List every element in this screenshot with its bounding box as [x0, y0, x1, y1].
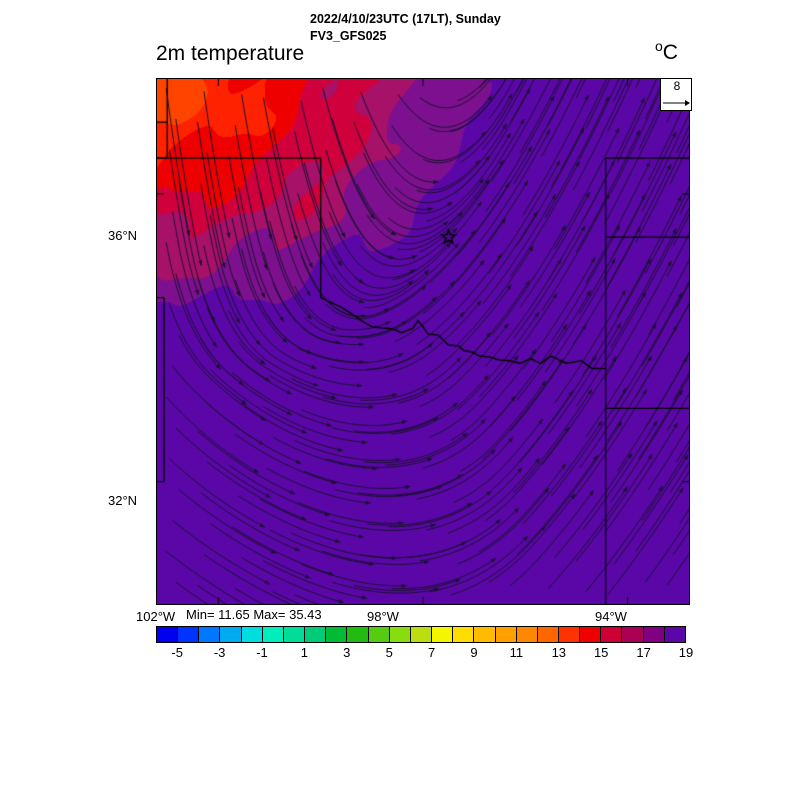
reference-vector-value: 8: [673, 79, 681, 93]
y-axis-tick-label-36n: 36°N: [108, 228, 138, 243]
colorbar-tick-label: 11: [509, 645, 524, 660]
colorbar-segment: [432, 627, 454, 642]
colorbar-tick-label: 5: [385, 645, 393, 660]
colorbar-tick-label: 1: [300, 645, 309, 660]
colorbar-segment: [664, 627, 685, 642]
colorbar-segment: [516, 627, 538, 642]
reference-vector-legend: 8: [660, 78, 692, 111]
colorbar-segment: [368, 627, 390, 642]
colorbar-segment: [347, 627, 369, 642]
colorbar-tick-label: 13: [551, 645, 567, 660]
colorbar-segment: [262, 627, 284, 642]
colorbar-segment: [580, 627, 602, 642]
colorbar-segment: [643, 627, 665, 642]
colorbar-tick-labels: -5 -3 -1 1 3 5 7 9 11 13 15 17 19: [156, 645, 693, 663]
colorbar-segment: [601, 627, 623, 642]
right-arrow-icon: [663, 100, 690, 106]
colorbar-tick-label: 15: [593, 645, 609, 660]
colorbar-tick-label: 7: [427, 645, 436, 660]
colorbar-tick-label: 19: [678, 645, 694, 660]
colorbar-segment: [410, 627, 433, 642]
colorbar-tick-label: 3: [343, 645, 351, 660]
model-name-title: FV3_GFS025: [310, 29, 387, 43]
temperature-field-canvas: [157, 79, 689, 604]
colorbar-tick-label: 9: [470, 645, 478, 660]
colorbar-segment: [178, 627, 200, 642]
units-label: oC: [655, 38, 678, 65]
minmax-statistics-label: Min= 11.65 Max= 35.43: [186, 607, 322, 622]
timestamp-title: 2022/4/10/23UTC (17LT), Sunday: [310, 12, 501, 26]
x-axis-tick-label-102w: 102°W: [136, 609, 176, 624]
colorbar-segment: [220, 627, 242, 642]
colorbar-segment: [157, 627, 179, 642]
degree-symbol: o: [655, 38, 663, 54]
colorbar-segment: [495, 627, 517, 642]
x-axis-tick-label-94w: 94°W: [595, 609, 627, 624]
colorbar: [156, 626, 686, 643]
field-name-label: 2m temperature: [156, 42, 305, 65]
x-axis-tick-label-98w: 98°W: [367, 609, 399, 624]
colorbar-segment: [283, 627, 306, 642]
colorbar-segment: [326, 627, 348, 642]
colorbar-segment: [453, 627, 475, 642]
colorbar-tick-label: 17: [636, 645, 651, 660]
colorbar-segment: [622, 627, 644, 642]
colorbar-segment: [537, 627, 559, 642]
map-plot-area[interactable]: [156, 78, 690, 605]
colorbar-tick-label: -3: [213, 645, 226, 660]
colorbar-segment: [241, 627, 263, 642]
colorbar-tick-label: -5: [171, 645, 183, 660]
unit-letter: C: [662, 41, 678, 64]
colorbar-segment: [558, 627, 581, 642]
colorbar-tick-label: -1: [256, 645, 268, 660]
colorbar-segment: [199, 627, 221, 642]
colorbar-segment: [474, 627, 496, 642]
colorbar-segment: [305, 627, 327, 642]
y-axis-tick-label-32n: 32°N: [108, 493, 138, 508]
colorbar-segment: [389, 627, 411, 642]
